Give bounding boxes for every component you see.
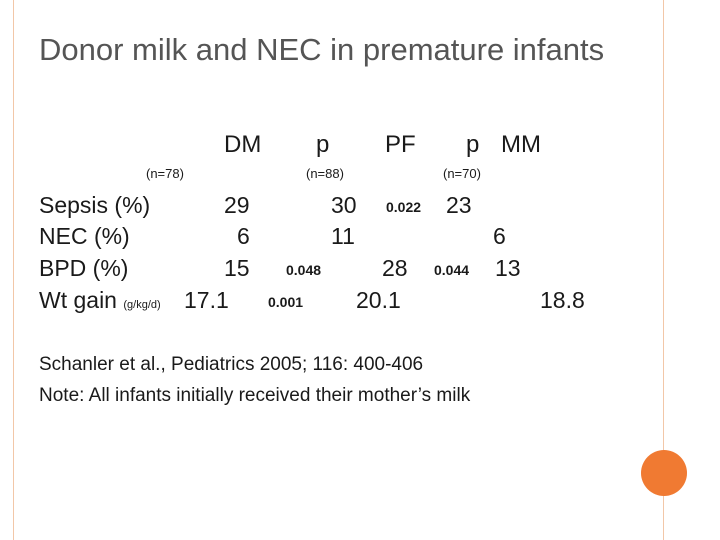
n-count-dm: (n=78): [146, 166, 184, 181]
n-count-mm: (n=70): [443, 166, 481, 181]
row-label-text: Wt gain: [39, 287, 117, 313]
p-value-mm: 0.044: [434, 262, 470, 278]
accent-circle: [641, 450, 687, 496]
p-value-pf: 0.048: [286, 262, 322, 278]
col-header-p1: p: [316, 131, 330, 158]
value-pf: 11: [331, 223, 355, 249]
col-header-p2: p: [466, 131, 480, 158]
value-dm: 17.1: [184, 287, 229, 313]
value-mm: 18.8: [540, 287, 585, 313]
row-label: BPD (%): [39, 255, 129, 281]
p-value-pf: 0.001: [268, 294, 304, 310]
col-header-mm: MM: [501, 131, 541, 158]
col-header-dm: DM: [224, 131, 262, 158]
citation-text: Schanler et al., Pediatrics 2005; 116: 4…: [39, 354, 424, 375]
row-label: NEC (%): [39, 223, 130, 249]
col-header-pf: PF: [385, 131, 416, 158]
note-text: Note: All infants initially received the…: [39, 385, 471, 406]
value-pf: 20.1: [356, 287, 401, 313]
row-label-unit: (g/kg/d): [123, 299, 161, 311]
value-pf: 30: [331, 192, 357, 218]
row-label: Wt gain (g/kg/d): [39, 289, 161, 312]
p-value-mm: 0.022: [386, 199, 422, 215]
n-count-pf: (n=88): [306, 166, 344, 181]
value-dm: 29: [224, 192, 250, 218]
value-dm: 15: [224, 255, 250, 281]
value-pf: 28: [382, 255, 408, 281]
value-mm: 23: [446, 192, 472, 218]
frame-line-left: [13, 0, 14, 540]
row-label: Sepsis (%): [39, 192, 151, 218]
value-mm: 13: [495, 255, 521, 281]
value-mm: 6: [493, 223, 506, 249]
slide-title: Donor milk and NEC in premature infants: [39, 32, 605, 67]
value-dm: 6: [237, 223, 250, 249]
frame-line-right: [663, 0, 664, 540]
